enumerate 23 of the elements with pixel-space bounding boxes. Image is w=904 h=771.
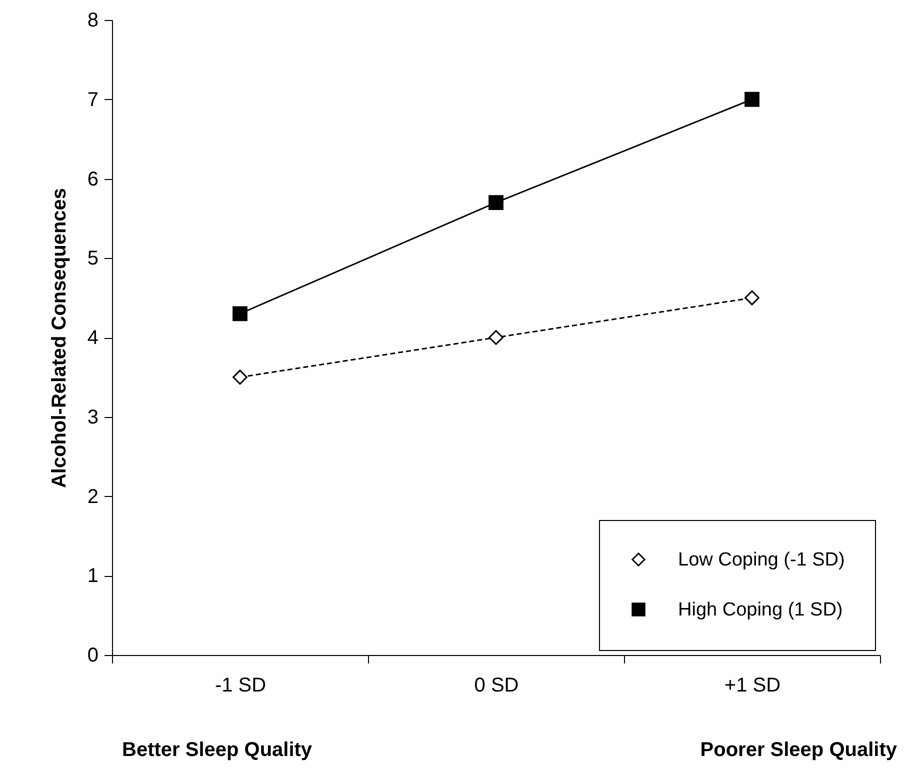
y-tick-label: 5	[87, 248, 98, 270]
text: Better Sleep Quality	[122, 739, 313, 761]
point	[488, 195, 504, 210]
x-tick-label: -1 SD	[214, 674, 266, 696]
y-tick-label: 3	[87, 406, 98, 428]
text: Poorer Sleep Quality	[700, 739, 898, 761]
legend-label: Low Coping (-1 SD)	[678, 550, 845, 570]
x-tick-label: 0 SD	[474, 674, 519, 696]
y-tick-label: 6	[87, 168, 98, 190]
point	[744, 92, 760, 107]
point	[232, 370, 248, 385]
point	[488, 330, 504, 345]
y-tick-label: 7	[87, 88, 98, 111]
y-tick-label: 1	[87, 565, 98, 588]
point	[744, 290, 760, 306]
y-tick-label: 2	[87, 486, 98, 508]
legend-label: High Coping (1 SD)	[678, 600, 843, 620]
y-axis-title: Alcohol-Related Consequences	[48, 188, 70, 488]
y-tick-label: 8	[87, 10, 98, 32]
point	[232, 306, 248, 322]
y-tick-label: 4	[87, 327, 98, 349]
y-tick-label: 0	[87, 644, 98, 666]
x-tick-label: +1 SD	[724, 674, 781, 696]
